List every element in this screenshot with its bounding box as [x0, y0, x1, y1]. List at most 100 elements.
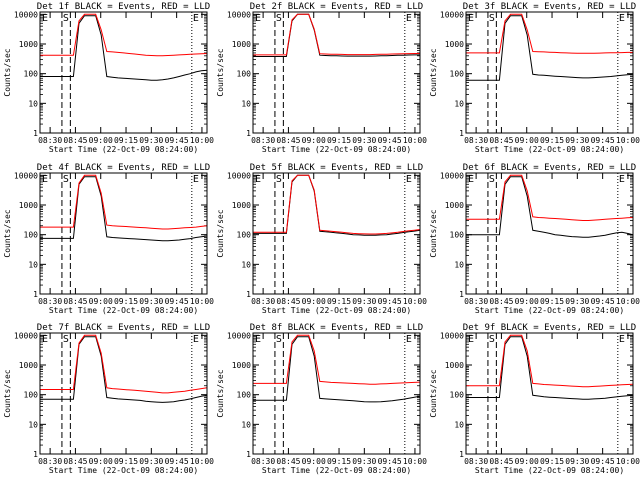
y-tick-label: 10000: [14, 171, 38, 180]
y-tick-label: 1: [459, 129, 464, 138]
y-tick-label: 10: [241, 420, 251, 429]
y-tick-label: 100: [450, 391, 465, 400]
marker-label: E: [255, 13, 261, 24]
x-axis-label: Start Time (22-Oct-09 08:24:00): [262, 306, 411, 315]
x-tick-label: 08:30: [464, 457, 488, 466]
x-tick-label: 09:15: [327, 297, 351, 306]
x-tick-label: 10:00: [403, 297, 427, 306]
x-tick-label: 09:45: [378, 136, 402, 145]
x-tick-label: 10:00: [616, 297, 640, 306]
x-tick-label: 10:00: [190, 136, 214, 145]
y-tick-label: 1: [246, 290, 251, 299]
x-tick-label: 09:30: [565, 136, 589, 145]
marker-label: S: [63, 174, 69, 185]
x-tick-label: 09:45: [591, 136, 615, 145]
marker-label: E: [406, 334, 412, 345]
series-line-events: [40, 336, 208, 403]
y-tick-label: 100: [237, 70, 252, 79]
y-tick-label: 10000: [227, 10, 251, 19]
chart-title: Det 7f BLACK = Events, RED = LLD: [37, 323, 210, 333]
chart-title: Det 9f BLACK = Events, RED = LLD: [463, 323, 636, 333]
x-tick-label: 08:30: [251, 457, 275, 466]
y-tick-label: 1: [33, 290, 38, 299]
x-tick-label: 09:15: [327, 136, 351, 145]
x-tick-label: 08:45: [63, 297, 87, 306]
series-line-lld: [466, 334, 634, 388]
series-line-lld: [40, 13, 208, 57]
marker-label: S: [276, 174, 282, 185]
x-tick-label: 10:00: [403, 457, 427, 466]
chart-title: Det 2f BLACK = Events, RED = LLD: [250, 2, 423, 12]
x-tick-label: 09:00: [302, 457, 326, 466]
y-tick-label: 1000: [232, 40, 251, 49]
y-tick-label: 10: [28, 99, 38, 108]
series-line-lld: [253, 334, 421, 385]
x-tick-label: 09:15: [327, 457, 351, 466]
x-tick-label: 09:45: [378, 297, 402, 306]
x-tick-label: 08:30: [38, 297, 62, 306]
x-tick-label: 09:15: [540, 457, 564, 466]
chart-title: Det 5f BLACK = Events, RED = LLD: [250, 163, 423, 173]
y-axis-label: Counts/sec: [216, 48, 225, 96]
y-axis-label: Counts/sec: [429, 48, 438, 96]
x-tick-label: 09:30: [352, 136, 376, 145]
y-tick-label: 1000: [19, 201, 38, 210]
y-tick-label: 10: [454, 420, 464, 429]
y-tick-label: 10000: [440, 10, 464, 19]
plot-frame: [465, 11, 634, 134]
marker-label: E: [193, 334, 199, 345]
x-tick-label: 09:00: [89, 457, 113, 466]
y-tick-label: 10: [28, 260, 38, 269]
x-tick-label: 10:00: [616, 457, 640, 466]
y-axis-label: Counts/sec: [429, 369, 438, 417]
chart-title: Det 1f BLACK = Events, RED = LLD: [37, 2, 210, 12]
marker-label: E: [619, 13, 625, 24]
series-line-lld: [40, 334, 208, 394]
plot-frame: [252, 11, 421, 134]
x-axis-label: Start Time (22-Oct-09 08:24:00): [262, 145, 411, 154]
marker-label: E: [193, 174, 199, 185]
x-axis-label: Start Time (22-Oct-09 08:24:00): [49, 466, 198, 475]
marker-label: E: [619, 174, 625, 185]
plot-frame: [465, 172, 634, 295]
x-tick-label: 09:30: [565, 297, 589, 306]
marker-label: E: [406, 174, 412, 185]
marker-label: S: [276, 334, 282, 345]
x-tick-label: 09:45: [591, 297, 615, 306]
y-axis-label: Counts/sec: [3, 48, 12, 96]
series-line-lld: [466, 13, 633, 54]
x-tick-label: 08:45: [276, 136, 300, 145]
y-tick-label: 1000: [232, 201, 251, 210]
x-tick-label: 08:30: [38, 457, 62, 466]
y-tick-label: 10000: [440, 331, 464, 340]
x-tick-label: 09:30: [352, 297, 376, 306]
y-tick-label: 10: [241, 99, 251, 108]
series-line-lld: [253, 13, 420, 56]
series-line-events: [253, 13, 420, 57]
marker-label: S: [276, 13, 282, 24]
x-tick-label: 08:30: [464, 297, 488, 306]
x-tick-label: 09:30: [139, 457, 163, 466]
y-tick-label: 10: [241, 260, 251, 269]
y-tick-label: 100: [24, 70, 39, 79]
y-axis-label: Counts/sec: [3, 369, 12, 417]
x-tick-label: 09:45: [165, 136, 189, 145]
x-tick-label: 09:30: [352, 457, 376, 466]
y-tick-label: 1000: [445, 40, 464, 49]
series-line-events: [466, 336, 634, 400]
y-tick-label: 1000: [19, 361, 38, 370]
y-axis-label: Counts/sec: [429, 209, 438, 257]
chart-panel-7: Det 7f BLACK = Events, RED = LLD 1 10 100 10…: [3, 323, 214, 475]
x-tick-label: 08:45: [489, 297, 513, 306]
series-line-lld: [40, 174, 208, 230]
y-tick-label: 10000: [227, 171, 251, 180]
x-tick-label: 09:15: [114, 457, 138, 466]
y-tick-label: 10000: [14, 331, 38, 340]
series-line-events: [253, 336, 421, 403]
chart-panel-4: Det 4f BLACK = Events, RED = LLD 1 10 100 10…: [3, 163, 214, 315]
x-tick-label: 09:15: [540, 297, 564, 306]
x-tick-label: 09:30: [139, 136, 163, 145]
x-axis-label: Start Time (22-Oct-09 08:24:00): [262, 466, 411, 475]
y-tick-label: 10000: [14, 10, 38, 19]
y-axis-label: Counts/sec: [216, 369, 225, 417]
